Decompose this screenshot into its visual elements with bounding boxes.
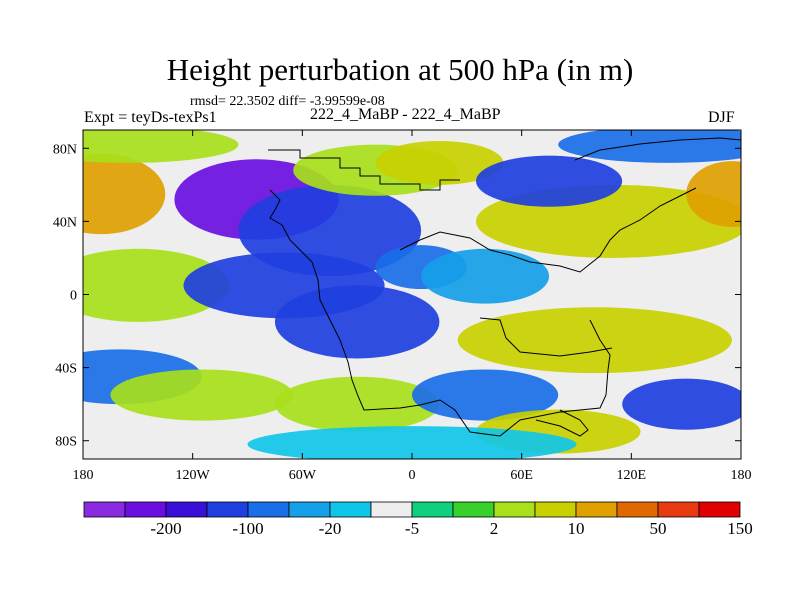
colorbar-label-7: 150 xyxy=(727,519,753,538)
field-cell-8 xyxy=(475,155,623,207)
x-axis: 180 120W 60W 0 60E 120E 180 xyxy=(73,130,752,483)
colorbar-label-6: 50 xyxy=(650,519,667,538)
colorbar-box-15 xyxy=(698,501,741,518)
x-tick-label-3: 0 xyxy=(409,468,416,483)
colorbar-box-8 xyxy=(411,501,454,518)
stats-label: rmsd= 22.3502 diff= -3.99599e-08 xyxy=(190,94,385,109)
x-tick-label-2: 60W xyxy=(289,468,317,483)
colorbar-box-6 xyxy=(329,501,372,518)
colorbar-label-0: -200 xyxy=(150,519,181,538)
colorbar-label-3: -5 xyxy=(405,519,419,538)
colorbar-box-5 xyxy=(288,501,331,518)
center-label: 222_4_MaBP - 222_4_MaBP xyxy=(310,106,501,123)
colorbar-box-11 xyxy=(534,501,577,518)
field-cell-14 xyxy=(457,307,732,374)
colorbar-box-4 xyxy=(247,501,290,518)
x-tick-label-6: 180 xyxy=(731,468,752,483)
field-cell-0 xyxy=(83,153,166,235)
colorbar-box-7 xyxy=(370,501,413,518)
experiment-label: Expt = teyDs-texPs1 xyxy=(84,109,217,126)
y-tick-label-1: 40N xyxy=(53,215,77,230)
field-cell-5 xyxy=(375,140,504,185)
colorbar-box-13 xyxy=(616,501,659,518)
y-axis: 80N 40N 0 40S 80S xyxy=(53,142,741,450)
colorbar-box-2 xyxy=(165,501,208,518)
field-cell-10 xyxy=(83,248,230,322)
colorbar-box-9 xyxy=(452,501,495,518)
field-cell-12 xyxy=(274,285,440,359)
y-tick-label-2: 0 xyxy=(70,289,77,304)
x-tick-label-1: 120W xyxy=(176,468,211,483)
colorbar-label-2: -20 xyxy=(319,519,342,538)
colorbar-label-1: -100 xyxy=(232,519,263,538)
field-cell-9 xyxy=(558,130,741,163)
colorbar-box-3 xyxy=(206,501,249,518)
season-label: DJF xyxy=(708,109,735,126)
field-cell-17 xyxy=(110,369,294,421)
colorbar-box-0 xyxy=(83,501,126,518)
colorbar-box-12 xyxy=(575,501,618,518)
field-cell-22 xyxy=(247,426,577,459)
y-tick-label-3: 40S xyxy=(55,362,77,377)
colorbar: -200 -100 -20 -5 2 10 50 150 xyxy=(83,501,753,538)
y-tick-label-4: 80S xyxy=(55,435,77,450)
x-tick-label-5: 120E xyxy=(617,468,647,483)
field-cell-18 xyxy=(274,376,440,432)
coastline-outline xyxy=(268,137,741,437)
x-tick-label-4: 60E xyxy=(510,468,533,483)
chart-title: Height perturbation at 500 hPa (in m) xyxy=(166,52,634,87)
x-tick-label-0: 180 xyxy=(73,468,94,483)
field-cell-1 xyxy=(83,130,239,163)
colorbar-label-5: 10 xyxy=(568,519,585,538)
colorbar-box-14 xyxy=(657,501,700,518)
colorbar-label-4: 2 xyxy=(490,519,499,538)
field-cell-15 xyxy=(421,248,550,304)
contour-field xyxy=(83,130,741,459)
field-cell-19 xyxy=(412,369,559,421)
field-cell-21 xyxy=(622,378,741,430)
colorbar-box-1 xyxy=(124,501,167,518)
colorbar-box-10 xyxy=(493,501,536,518)
y-tick-label-0: 80N xyxy=(53,142,77,157)
field-cell-7 xyxy=(686,161,741,227)
